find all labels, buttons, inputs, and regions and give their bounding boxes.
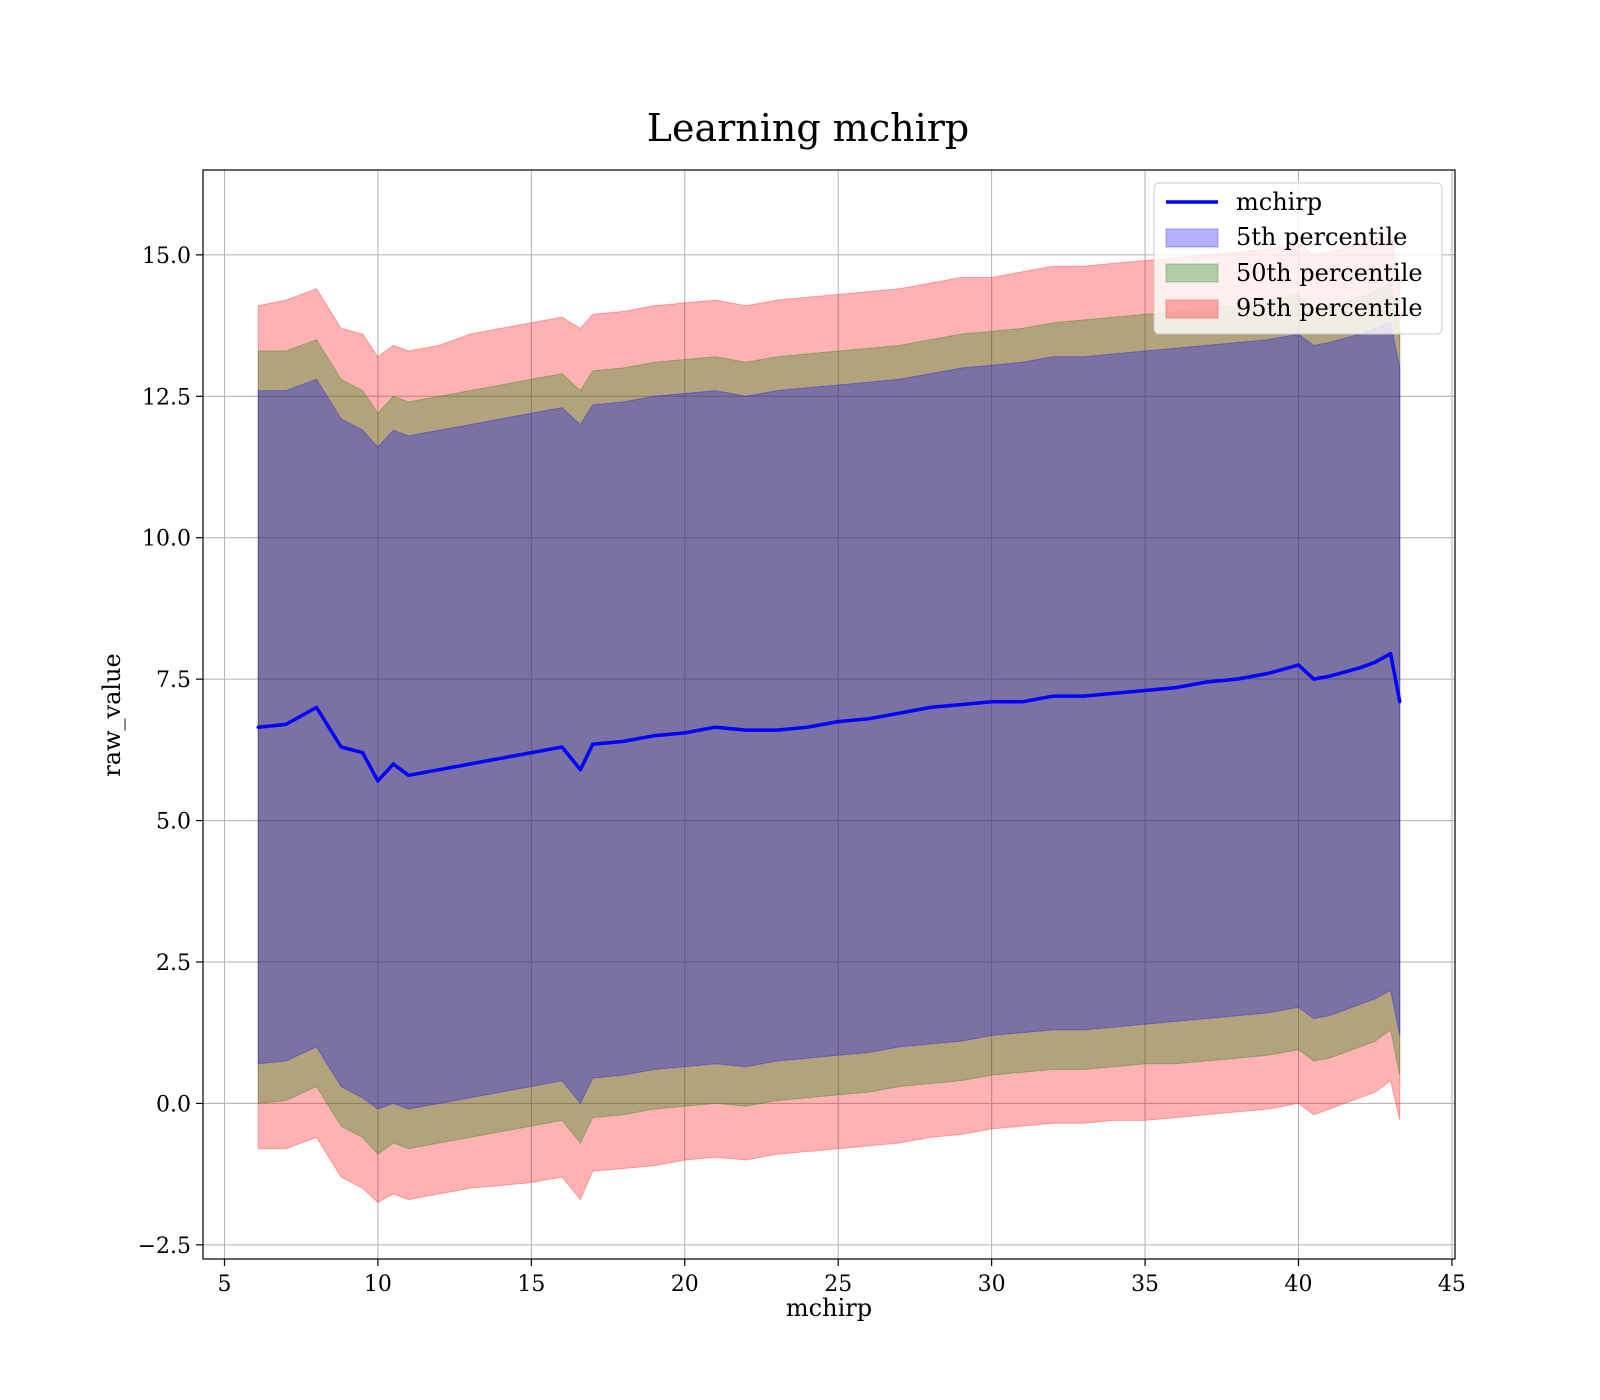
y-tick-label: 7.5	[156, 668, 191, 693]
y-tick-label: −2.5	[138, 1234, 191, 1259]
data-point	[836, 720, 840, 724]
data-point	[621, 739, 626, 744]
data-point	[898, 711, 902, 715]
data-point	[1389, 652, 1393, 656]
y-tick-label: 12.5	[142, 385, 191, 410]
chart-title: Learning mchirp	[647, 106, 969, 150]
x-tick-label: 10	[364, 1272, 392, 1297]
line-mchirp	[258, 651, 1402, 783]
legend: mchirp 5th percentile 50th percentile 95…	[1153, 182, 1443, 335]
y-tick-label: 0.0	[156, 1092, 191, 1117]
legend-label-95th-percentile: 95th percentile	[1236, 294, 1423, 322]
y-tick-label: 2.5	[156, 951, 191, 976]
data-point	[683, 731, 687, 735]
x-tick-label: 5	[217, 1272, 231, 1297]
data-point	[284, 722, 288, 727]
data-point	[805, 725, 810, 729]
data-point	[1020, 700, 1024, 704]
legend-swatch-50th-percentile	[1165, 263, 1219, 283]
data-point	[391, 762, 395, 766]
data-point	[1398, 700, 1402, 704]
band-50th-percentile	[257, 282, 1401, 1155]
data-point	[437, 768, 441, 772]
data-point	[744, 728, 748, 732]
x-tick-label: 30	[978, 1272, 1006, 1297]
legend-label-50th-percentile: 50th percentile	[1236, 259, 1423, 287]
x-tick-label: 25	[824, 1272, 852, 1297]
data-point	[1082, 694, 1086, 698]
legend-label-mchirp: mchirp	[1236, 188, 1322, 216]
plot-area	[203, 170, 1455, 1259]
percentile-bands	[257, 231, 1401, 1204]
data-point	[256, 725, 260, 729]
data-point	[959, 703, 963, 707]
data-point	[407, 773, 411, 777]
data-point	[339, 745, 343, 749]
legend-label-5th-percentile: 5th percentile	[1236, 223, 1407, 251]
legend-frame	[1153, 182, 1443, 335]
x-tick-label: 35	[1131, 1272, 1159, 1297]
x-tick-label: 20	[671, 1272, 699, 1297]
x-tick-label: 15	[517, 1272, 545, 1297]
data-point	[1358, 666, 1362, 670]
data-point	[1266, 671, 1270, 676]
x-tick-label: 40	[1285, 1272, 1313, 1297]
data-point	[1051, 694, 1055, 698]
data-point	[1174, 686, 1178, 690]
data-point	[713, 725, 718, 729]
x-tick-label: 45	[1438, 1272, 1466, 1297]
data-point	[529, 751, 533, 755]
y-axis-label: raw_value	[98, 653, 126, 777]
data-point	[499, 756, 503, 760]
data-point	[468, 762, 472, 766]
data-point	[1296, 663, 1301, 667]
data-point	[1312, 677, 1316, 681]
data-point	[560, 745, 564, 749]
data-point	[1143, 688, 1147, 693]
data-point	[1112, 691, 1116, 695]
data-point	[1373, 660, 1377, 664]
data-point	[1204, 680, 1208, 684]
data-point	[928, 705, 932, 710]
data-point	[1327, 674, 1331, 678]
y-tick-label: 15.0	[142, 244, 191, 269]
band-95th-percentile	[257, 231, 1401, 1204]
band-5th-percentile	[257, 322, 1401, 1110]
y-tick-label: 5.0	[156, 810, 191, 835]
data-point	[652, 734, 656, 738]
data-point	[591, 742, 595, 746]
axis-ticks: 5 10 15 20 25 30 35 40 45 −2.5 0.0 2.5 5.0 7.5 10.0 12.…	[138, 244, 1466, 1297]
data-point	[1235, 677, 1239, 681]
data-point	[314, 705, 319, 710]
legend-swatch-5th-percentile	[1165, 228, 1219, 248]
data-point	[775, 728, 779, 732]
series-lines	[256, 651, 1402, 783]
data-point	[376, 779, 380, 783]
plot-frame	[202, 169, 1456, 1260]
data-point	[990, 700, 994, 704]
data-point	[867, 717, 871, 721]
data-point	[361, 751, 365, 755]
y-tick-label: 10.0	[142, 527, 191, 552]
x-axis-label: mchirp	[786, 1294, 872, 1322]
data-point	[578, 768, 583, 772]
legend-swatch-95th-percentile	[1165, 299, 1219, 319]
